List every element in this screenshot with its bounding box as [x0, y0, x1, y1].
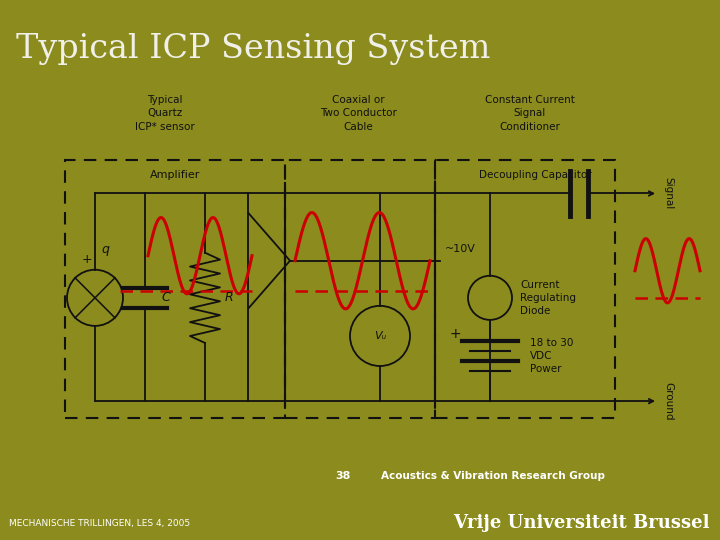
Text: R: R: [225, 291, 233, 305]
Text: 38: 38: [335, 471, 351, 481]
Text: Constant Current
Signal
Conditioner: Constant Current Signal Conditioner: [485, 95, 575, 132]
Text: Vᵤ: Vᵤ: [374, 331, 386, 341]
Text: 18 to 30
VDC
Power: 18 to 30 VDC Power: [530, 338, 573, 374]
Text: +: +: [81, 253, 92, 266]
Bar: [285, 160, 435, 418]
Text: q: q: [101, 243, 109, 256]
Text: C: C: [161, 291, 170, 305]
Text: Vrije Universiteit Brussel: Vrije Universiteit Brussel: [453, 514, 709, 532]
Text: +: +: [449, 327, 461, 341]
Bar: [435, 160, 615, 418]
Bar: [65, 160, 285, 418]
Text: Acoustics & Vibration Research Group: Acoustics & Vibration Research Group: [382, 471, 606, 481]
Text: Signal: Signal: [663, 177, 673, 210]
Text: MECHANISCHE TRILLINGEN, LES 4, 2005: MECHANISCHE TRILLINGEN, LES 4, 2005: [9, 519, 191, 528]
Text: ~10V: ~10V: [445, 244, 476, 254]
Text: Amplifier: Amplifier: [150, 171, 200, 180]
Text: Coaxial or
Two Conductor
Cable: Coaxial or Two Conductor Cable: [320, 95, 397, 132]
Text: Ground: Ground: [663, 382, 673, 420]
Text: Current
Regulating
Diode: Current Regulating Diode: [520, 280, 576, 316]
Text: Decoupling Capacitor: Decoupling Capacitor: [479, 171, 591, 180]
Text: Typical ICP Sensing System: Typical ICP Sensing System: [16, 33, 490, 65]
Text: Typical
Quartz
ICP* sensor: Typical Quartz ICP* sensor: [135, 95, 195, 132]
